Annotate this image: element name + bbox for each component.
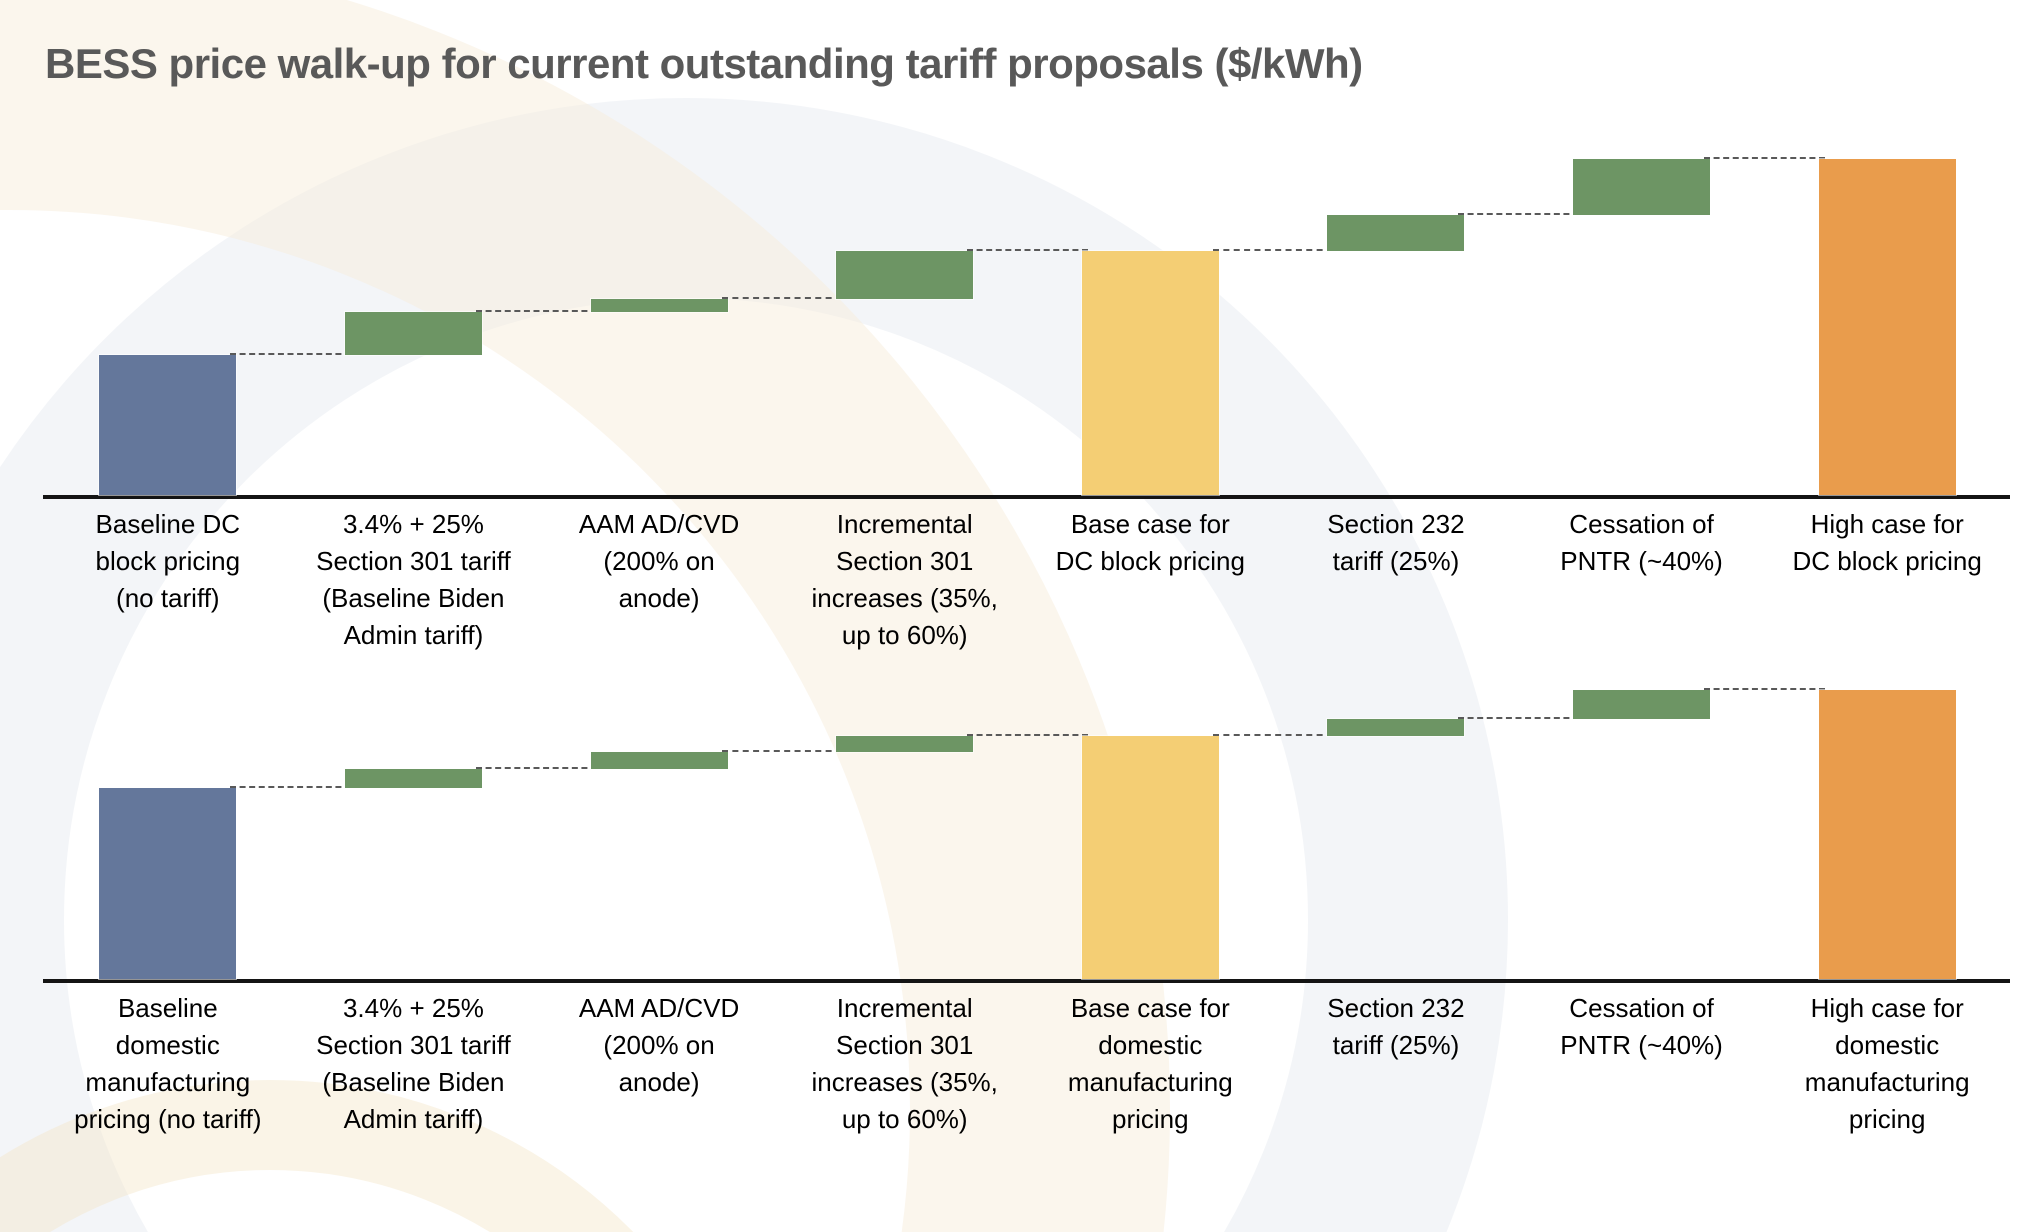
step-connector-dashed-line <box>475 767 597 769</box>
step-connector-dashed-line <box>721 750 843 752</box>
step-connector-dashed-line <box>721 297 843 299</box>
step-connector-dashed-line <box>1704 688 1825 690</box>
waterfall-bar-increase <box>1573 159 1711 215</box>
waterfall-bar-subtotal <box>1081 736 1219 979</box>
category-label: Incremental Section 301 increases (35%, … <box>811 509 998 650</box>
category-label: Section 232 tariff (25%) <box>1327 509 1465 576</box>
category-labels-row-dc-block: Baseline DC block pricing (no tariff) 3.4… <box>45 506 2010 666</box>
step-connector-dashed-line <box>1458 717 1580 719</box>
category-label: Section 232 tariff (25%) <box>1327 993 1465 1060</box>
category-label: AAM AD/CVD (200% on anode) <box>578 509 740 613</box>
waterfall-bar-base <box>99 355 237 495</box>
waterfall-bar-increase <box>1327 719 1465 736</box>
step-connector-dashed-line <box>1212 734 1334 736</box>
waterfall-bar-base <box>99 788 237 979</box>
category-label: Baseline domestic manufacturing pricing … <box>74 993 262 1134</box>
waterfall-bar-total <box>1818 159 1956 495</box>
category-label: Cessation of PNTR (~40%) <box>1560 509 1723 576</box>
category-label: Base case for domestic manufacturing pri… <box>1067 993 1233 1134</box>
category-labels-row-domestic: Baseline domestic manufacturing pricing … <box>45 990 2010 1150</box>
waterfall-bar-increase <box>590 752 728 769</box>
step-connector-dashed-line <box>1704 157 1825 159</box>
waterfall-chart-domestic-manufacturing <box>43 649 2010 983</box>
step-connector-dashed-line <box>1458 213 1580 215</box>
chart-title: BESS price walk-up for current outstandi… <box>45 40 1363 87</box>
category-label: 3.4% + 25% Section 301 tariff (Baseline … <box>316 509 511 650</box>
waterfall-bar-increase <box>1573 690 1711 719</box>
x-axis-line <box>43 495 2010 499</box>
waterfall-bar-increase <box>344 769 482 788</box>
waterfall-chart-dc-block-pricing <box>43 118 2010 499</box>
waterfall-bar-increase <box>344 312 482 355</box>
step-connector-dashed-line <box>475 310 597 312</box>
waterfall-bar-increase <box>836 251 974 299</box>
step-connector-dashed-line <box>230 353 351 355</box>
category-label: Cessation of PNTR (~40%) <box>1560 993 1723 1060</box>
category-label: Base case for DC block pricing <box>1055 509 1245 576</box>
category-label: High case for domestic manufacturing pri… <box>1804 993 1970 1134</box>
waterfall-bar-subtotal <box>1081 251 1219 495</box>
category-label: AAM AD/CVD (200% on anode) <box>578 993 740 1097</box>
waterfall-bar-increase <box>1327 215 1465 251</box>
category-label: 3.4% + 25% Section 301 tariff (Baseline … <box>316 993 511 1134</box>
waterfall-bar-increase <box>590 299 728 312</box>
step-connector-dashed-line <box>967 734 1088 736</box>
step-connector-dashed-line <box>967 249 1088 251</box>
step-connector-dashed-line <box>230 786 351 788</box>
waterfall-bar-increase <box>836 736 974 752</box>
x-axis-line <box>43 979 2010 983</box>
category-label: High case for DC block pricing <box>1792 509 1982 576</box>
step-connector-dashed-line <box>1212 249 1334 251</box>
category-label: Incremental Section 301 increases (35%, … <box>811 993 998 1134</box>
waterfall-bar-total <box>1818 690 1956 979</box>
category-label: Baseline DC block pricing (no tariff) <box>95 509 241 613</box>
